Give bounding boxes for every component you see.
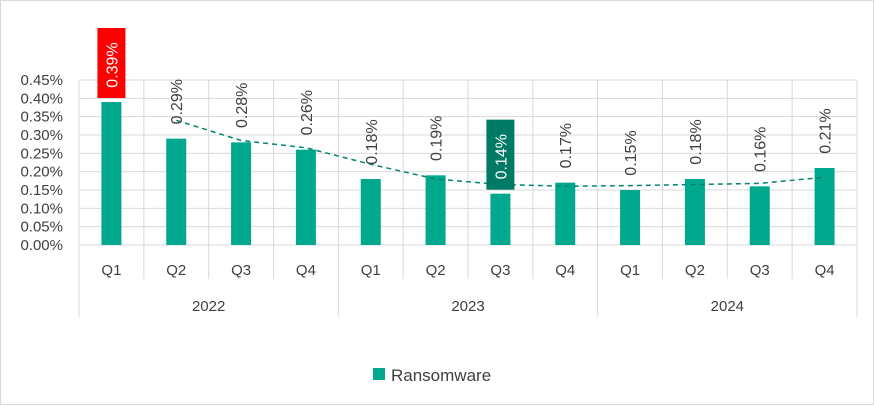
y-tick-label: 0.10%: [20, 200, 63, 217]
bar: [360, 179, 381, 245]
data-label: 0.17%: [558, 123, 575, 168]
y-tick-label: 0.05%: [20, 219, 63, 236]
bar: [425, 175, 446, 245]
data-label-highlight: [486, 119, 515, 190]
y-tick-label: 0.20%: [20, 164, 63, 181]
bar: [101, 102, 122, 245]
x-tick-label: Q2: [166, 262, 186, 279]
bar: [295, 149, 316, 245]
trendline: [176, 119, 825, 188]
x-tick-label: Q1: [620, 262, 640, 279]
bars: [101, 102, 835, 245]
data-label: 0.14%: [493, 134, 510, 179]
trendline-layer: [176, 119, 825, 188]
data-label: 0.18%: [364, 119, 381, 164]
data-label: 0.26%: [299, 90, 316, 135]
x-group-label: 2023: [451, 298, 484, 315]
data-label: 0.39%: [104, 42, 121, 87]
x-tick-label: Q1: [101, 262, 121, 279]
legend: Ransomware: [373, 366, 491, 385]
bar: [749, 186, 770, 245]
x-group-label: 2024: [711, 298, 744, 315]
x-tick-label: Q4: [815, 262, 835, 279]
bar: [620, 190, 641, 245]
legend-label-ransomware: Ransomware: [391, 366, 491, 385]
data-label: 0.18%: [688, 119, 705, 164]
x-tick-label: Q3: [750, 262, 770, 279]
x-tick-label: Q1: [361, 262, 381, 279]
y-tick-label: 0.30%: [20, 127, 63, 144]
x-tick-label: Q2: [685, 262, 705, 279]
bar: [231, 142, 252, 245]
data-labels: 0.39% 0.29% 0.28% 0.26% 0.18% 0.19% 0.14% 0.17%…: [97, 28, 835, 190]
legend-swatch-ransomware: [373, 368, 385, 380]
y-tick-label: 0.15%: [20, 182, 63, 199]
x-tick-label: Q3: [231, 262, 251, 279]
axes: 0.00%0.05%0.10%0.15%0.20%0.25%0.30%0.35%…: [20, 72, 834, 315]
x-group-label: 2022: [192, 298, 225, 315]
x-tick-label: Q4: [296, 262, 316, 279]
y-tick-label: 0.45%: [20, 72, 63, 89]
bar: [490, 193, 511, 245]
y-tick-label: 0.40%: [20, 90, 63, 107]
bar: [684, 179, 705, 245]
data-label: 0.19%: [429, 116, 446, 161]
data-label: 0.15%: [623, 130, 640, 175]
y-tick-label: 0.00%: [20, 237, 63, 254]
x-tick-label: Q3: [490, 262, 510, 279]
x-tick-label: Q2: [426, 262, 446, 279]
bar: [814, 168, 835, 245]
y-tick-label: 0.25%: [20, 145, 63, 162]
data-label: 0.21%: [818, 108, 835, 153]
x-tick-label: Q4: [555, 262, 575, 279]
bar: [166, 138, 187, 245]
y-tick-label: 0.35%: [20, 109, 63, 126]
data-label: 0.16%: [753, 127, 770, 172]
bar: [555, 182, 576, 245]
gridlines: [78, 79, 858, 317]
data-label-highlight: [97, 28, 126, 98]
data-label: 0.29%: [169, 79, 186, 124]
data-label: 0.28%: [234, 83, 251, 128]
